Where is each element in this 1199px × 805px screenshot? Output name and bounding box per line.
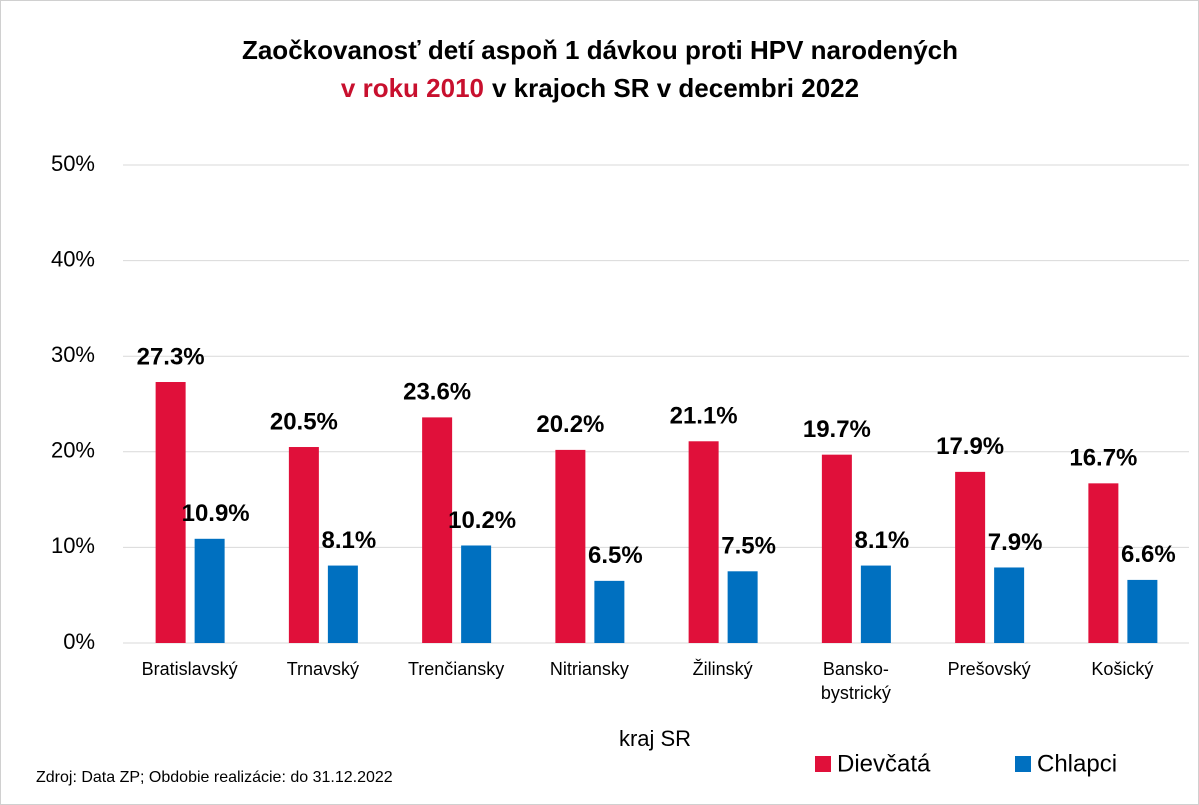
x-tick-label: Nitriansky <box>550 659 629 679</box>
data-label: 7.9% <box>988 529 1043 556</box>
y-tick-label: 40% <box>51 246 95 271</box>
data-label: 17.9% <box>936 433 1004 460</box>
bar <box>288 447 319 643</box>
data-label: 10.9% <box>182 500 250 527</box>
data-label: 20.2% <box>536 411 604 438</box>
bar <box>860 565 891 643</box>
bar <box>327 565 358 643</box>
bar <box>422 417 453 643</box>
bar <box>155 382 186 643</box>
y-tick-label: 20% <box>51 438 95 463</box>
y-tick-label: 30% <box>51 342 95 367</box>
title-rest: v krajoch SR v decembri 2022 <box>492 73 859 103</box>
bar <box>555 449 586 643</box>
bar <box>1127 579 1158 643</box>
x-tick-label-line: Trenčiansky <box>408 659 504 679</box>
x-tick-label-line: Košický <box>1091 659 1153 679</box>
legend-label: Chlapci <box>1037 750 1117 777</box>
bar <box>194 538 225 643</box>
data-label: 27.3% <box>137 343 205 370</box>
data-label: 16.7% <box>1069 445 1137 472</box>
bar <box>727 571 758 643</box>
title-highlight: v roku 2010 <box>341 73 484 103</box>
x-tick-label: Bratislavský <box>142 659 238 679</box>
x-tick-label-line: Prešovský <box>948 659 1031 679</box>
data-label: 7.5% <box>721 533 776 560</box>
x-tick-label-line: Nitriansky <box>550 659 629 679</box>
x-axis-label: kraj SR <box>619 726 691 751</box>
y-tick-label: 10% <box>51 533 95 558</box>
legend-swatch <box>1015 756 1031 772</box>
x-tick-label: Trenčiansky <box>408 659 504 679</box>
x-tick-label-line: Trnavský <box>287 659 359 679</box>
chart-title: Zaočkovanosť detí aspoň 1 dávkou proti H… <box>242 35 958 65</box>
y-tick-label: 50% <box>51 151 95 176</box>
data-label: 10.2% <box>448 507 516 534</box>
data-label: 20.5% <box>270 408 338 435</box>
bar <box>461 545 492 643</box>
x-tick-label: Košický <box>1091 659 1153 679</box>
x-tick-label: Trnavský <box>287 659 359 679</box>
data-label: 19.7% <box>803 416 871 443</box>
data-label: 6.5% <box>588 542 643 569</box>
x-tick-label: Prešovský <box>948 659 1031 679</box>
y-tick-label: 0% <box>63 629 95 654</box>
data-label: 23.6% <box>403 379 471 406</box>
x-tick-label-line: Bansko- <box>823 659 889 679</box>
source-note: Zdroj: Data ZP; Obdobie realizácie: do 3… <box>36 769 393 786</box>
bar <box>594 580 625 643</box>
legend-label: Dievčatá <box>837 750 931 777</box>
bar <box>994 567 1025 643</box>
x-tick-label: Žilinský <box>693 659 753 679</box>
chart-title-line2: v roku 2010 v krajoch SR v decembri 2022 <box>341 73 859 103</box>
bar <box>955 471 986 643</box>
data-label: 6.6% <box>1121 541 1176 568</box>
legend-swatch <box>815 756 831 772</box>
x-tick-label: Bansko-bystrický <box>821 659 891 703</box>
bar <box>821 454 852 643</box>
data-label: 8.1% <box>322 527 377 554</box>
x-tick-label-line: Bratislavský <box>142 659 238 679</box>
x-tick-label-line: Žilinský <box>693 659 753 679</box>
data-label: 8.1% <box>855 527 910 554</box>
bar <box>1088 483 1119 643</box>
x-tick-label-line: bystrický <box>821 683 891 703</box>
data-label: 21.1% <box>670 403 738 430</box>
bar <box>688 441 719 643</box>
